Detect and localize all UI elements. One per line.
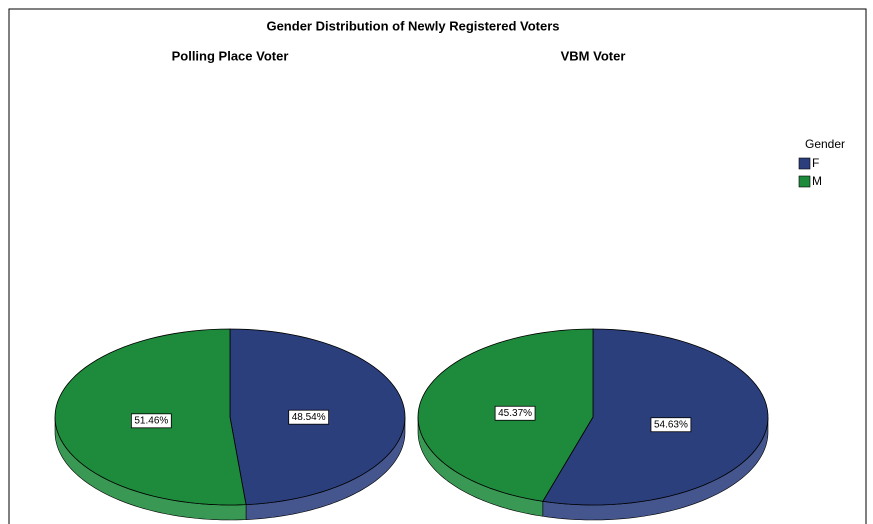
label-box [494,405,536,421]
frame [8,8,867,524]
label-box [650,417,692,433]
pie-slice [542,328,769,506]
legend-label: F [812,156,819,170]
legend-swatch [798,157,811,170]
chart-title: Gender Distribution of Newly Registered … [266,18,559,33]
legend-swatch [798,175,811,188]
data-label: 51.46% [134,415,168,426]
data-label: 48.54% [292,412,326,423]
data-label: 45.37% [498,408,532,419]
data-label: 54.63% [654,419,688,430]
legend-label: M [812,174,822,188]
label-box [288,409,330,425]
pie-title: VBM Voter [561,48,626,63]
label-box [130,413,172,429]
legend-title: Gender [805,137,845,151]
pie-title: Polling Place Voter [172,48,289,63]
